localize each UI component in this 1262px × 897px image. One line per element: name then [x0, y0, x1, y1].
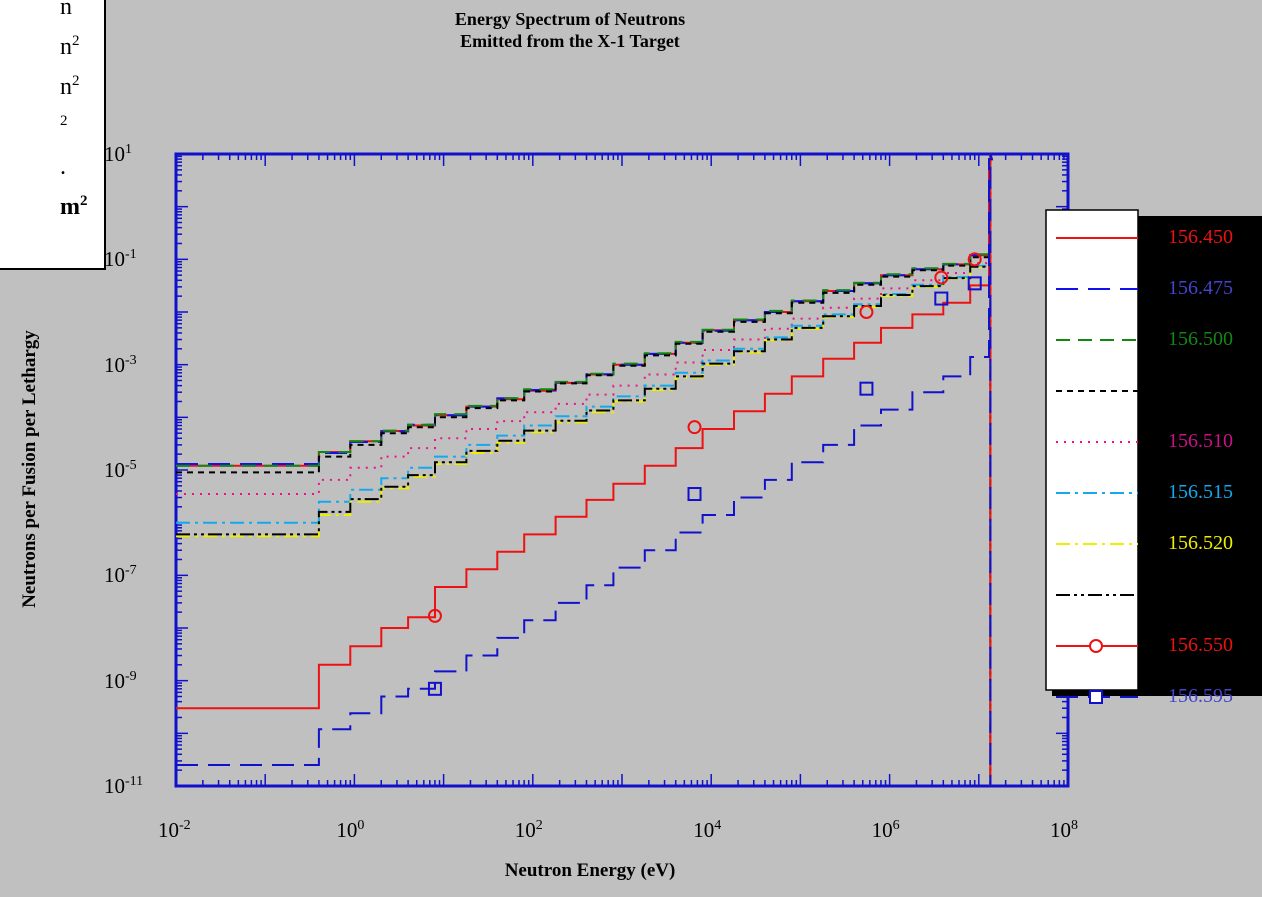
series-156.550-marker [934, 270, 949, 285]
legend-label: 156.475 [1168, 277, 1233, 299]
inset-line: n2 [60, 33, 80, 61]
series-156.595-marker [687, 487, 702, 502]
series-156.595-marker [859, 381, 874, 396]
series-156.550-marker [427, 608, 442, 623]
legend-label: 156.505 [1168, 379, 1233, 401]
series-156.550-marker [859, 305, 874, 319]
inset-line: n [60, 0, 72, 20]
inset-line: n2 [60, 73, 80, 101]
x-tick-label: 10-2 [158, 818, 191, 842]
y-tick-label: 10-7 [104, 563, 137, 588]
series-156.510-line [176, 153, 994, 786]
overlapping-inset-panel: n n2 n2 2. m2 [0, 0, 106, 270]
chart-title-block: Energy Spectrum of Neutrons Emitted from… [360, 8, 780, 52]
series-156.525-line [176, 153, 994, 786]
series-156.500-line [176, 153, 994, 786]
series-156.505-line [176, 153, 994, 786]
series-156.515-line [176, 153, 994, 786]
legend-marker [1089, 690, 1103, 704]
legend-label: 156.520 [1168, 532, 1233, 554]
y-tick-label: 10-1 [104, 247, 137, 272]
legend-label: 156.450 [1168, 226, 1233, 248]
legend-label: 156.550 [1168, 634, 1233, 656]
y-tick-label: 10-5 [104, 458, 137, 482]
inset-line: 2 [60, 113, 68, 129]
series-156.550-line [176, 153, 994, 786]
series-156.595-marker [967, 276, 982, 291]
x-tick-label: 100 [336, 818, 365, 842]
series-156.475-line [176, 153, 994, 786]
y-tick-label: 10-3 [104, 352, 137, 377]
legend-marker [1089, 639, 1103, 653]
x-tick-label: 102 [514, 818, 543, 842]
y-tick-label: 10-9 [104, 668, 137, 693]
series-156.595-marker [427, 681, 442, 696]
series-156.450-line [176, 153, 994, 786]
legend-label: 156.525 [1168, 583, 1233, 605]
chart-subtitle: Emitted from the X-1 Target [460, 31, 680, 51]
series-156.550-marker [687, 420, 702, 435]
series-156.595-line [176, 153, 994, 786]
x-tick-label: 106 [871, 818, 900, 842]
y-tick-label: 101 [104, 142, 132, 166]
legend-label: 156.515 [1168, 481, 1233, 503]
x-tick-label: 104 [693, 818, 722, 842]
y-axis-label: Neutrons per Fusion per Lethargy [19, 330, 40, 608]
inset-line: . [60, 154, 66, 180]
series-156.595-marker [934, 291, 949, 306]
chart-title: Energy Spectrum of Neutrons [454, 9, 686, 29]
series-156.520-line [176, 153, 994, 786]
legend-label: 156.595 [1168, 685, 1233, 707]
legend-label: 156.510 [1168, 430, 1233, 452]
plot-frame [174, 152, 1070, 788]
inset-line: m2 [60, 193, 88, 221]
y-tick-label: 10-11 [104, 774, 144, 798]
legend-box [1045, 209, 1139, 691]
legend-label: 156.500 [1168, 328, 1233, 350]
series-156.550-marker [967, 252, 982, 267]
x-tick-label: 108 [1050, 818, 1078, 842]
x-axis-label: Neutron Energy (eV) [504, 860, 676, 881]
